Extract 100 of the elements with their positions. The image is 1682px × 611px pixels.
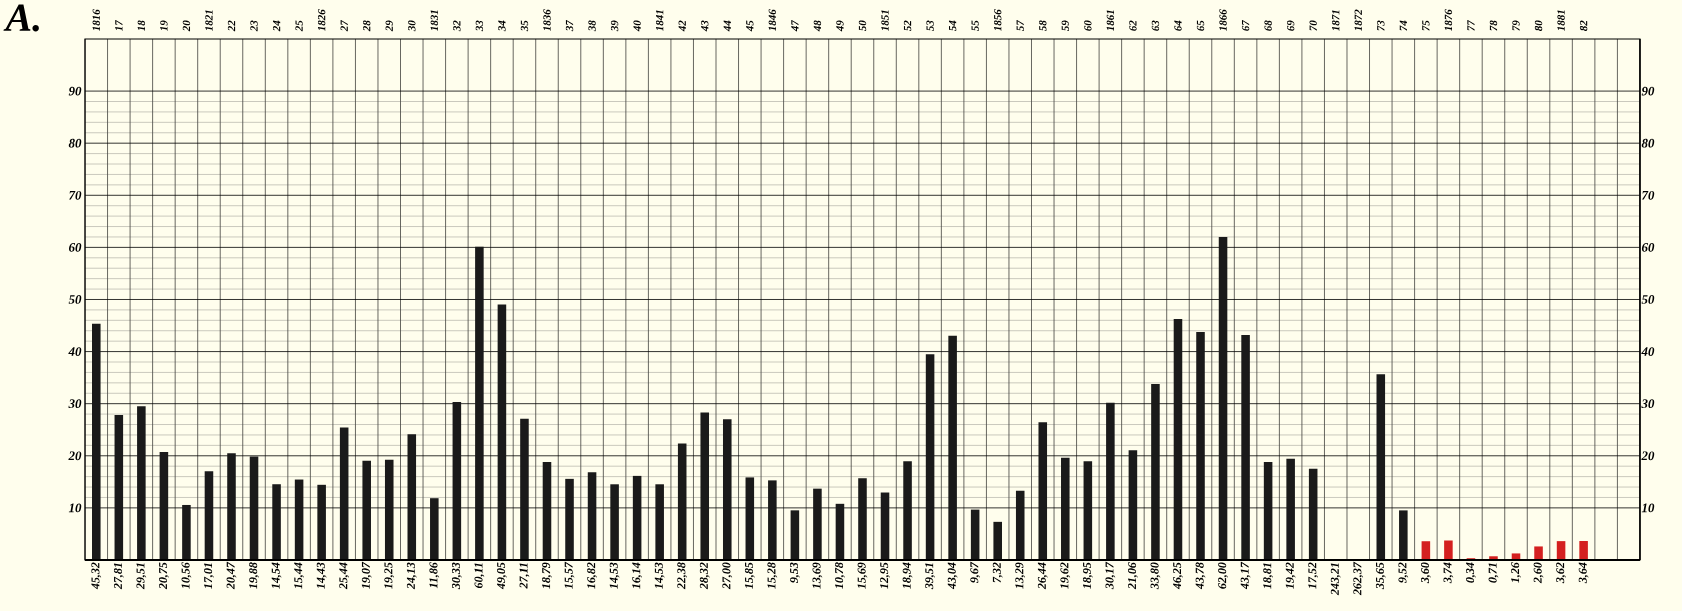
data-label: 43,78 (1195, 562, 1206, 590)
data-label: 19,42 (1285, 562, 1296, 589)
data-label: 13,69 (812, 562, 823, 589)
x-tick-label: 27 (340, 19, 348, 32)
data-label: 3,64 (1578, 562, 1589, 584)
data-label: 19,62 (1060, 562, 1071, 589)
text: 262,37 (1353, 561, 1364, 596)
x-tick-label: 73 (1377, 20, 1385, 31)
x-tick-label: 34 (498, 20, 506, 32)
x-tick-label: 57 (1016, 19, 1024, 32)
data-label: 0,34 (1466, 562, 1476, 583)
x-tick-label: 55 (971, 20, 979, 32)
data-label: 12,95 (880, 562, 890, 589)
data-label: 17,52 (1308, 562, 1319, 589)
x-tick-label: 77 (1467, 19, 1475, 31)
x-tick-label: 35 (520, 20, 529, 32)
x-tick-label: 74 (1399, 20, 1407, 31)
data-label: 15,69 (857, 562, 868, 589)
data-label: 15,85 (744, 562, 755, 589)
data-label: 29,51 (136, 563, 147, 590)
x-tick-label: 69 (1286, 20, 1295, 31)
x-tick-label: 48 (813, 20, 822, 32)
x-tick-label: 1872 (1354, 9, 1362, 31)
x-tick-label: 30 (408, 20, 416, 32)
x-tick-label: 44 (723, 20, 731, 32)
x-tick-label: 67 (1241, 19, 1250, 31)
data-label: 43,04 (947, 562, 958, 590)
x-tick-label: 25 (295, 20, 303, 32)
data-label: 15,44 (294, 562, 304, 589)
x-tick-label: 28 (363, 20, 371, 32)
x-tick-label: 1816 (92, 9, 100, 31)
x-tick-label: 1826 (317, 9, 326, 31)
data-label: 46,25 (1173, 562, 1183, 590)
data-label: 0,71 (1488, 563, 1499, 583)
x-tick-label: 37 (565, 19, 574, 32)
y2-tick-label: 10 (1641, 503, 1655, 513)
data-label: 22,38 (677, 562, 688, 590)
data-label: 10,56 (181, 562, 192, 589)
data-label: 27,11 (519, 563, 530, 589)
x-tick-label: 1821 (205, 10, 213, 31)
y2-tick-label: 90 (1641, 86, 1655, 96)
x-tick-label: 33 (475, 20, 484, 32)
x-tick-label: 68 (1264, 20, 1272, 31)
data-label: 13,29 (1015, 562, 1026, 589)
data-label: 26,44 (1037, 562, 1048, 590)
y2-tick-label: 50 (1641, 295, 1655, 304)
data-label: 45,32 (91, 562, 102, 590)
data-label: 28,32 (699, 562, 710, 590)
x-tick-label: 62 (1129, 20, 1137, 31)
data-label: 15,57 (564, 561, 575, 589)
y-tick-label: 30 (68, 399, 82, 409)
data-label: 3,60 (1420, 562, 1431, 584)
x-tick-label: 18 (137, 20, 146, 31)
data-label: 35,65 (1375, 562, 1386, 590)
data-label: 24,13 (406, 562, 417, 590)
x-tick-label: 64 (1174, 20, 1182, 31)
data-label: 7,32 (992, 562, 1003, 583)
data-label: 2,60 (1533, 562, 1544, 584)
data-label: 10,78 (835, 562, 845, 589)
x-tick-label: 39 (610, 20, 619, 32)
x-tick-label: 52 (903, 20, 912, 32)
data-label: 20,75 (158, 562, 169, 590)
y-tick-label: 60 (68, 243, 82, 252)
x-tick-label: 1861 (1106, 10, 1115, 31)
x-tick-label: 1866 (1219, 9, 1227, 31)
data-label: 30,17 (1105, 561, 1116, 590)
data-label: 11,86 (429, 562, 440, 589)
y2-tick-label: 20 (1641, 451, 1655, 461)
x-tick-label: 32 (453, 20, 461, 32)
data-label: 19,25 (384, 562, 395, 589)
text: 243,21 (1330, 563, 1341, 596)
y2-tick-label: 80 (1641, 138, 1655, 148)
data-label: 16,82 (587, 562, 597, 589)
y2-tick-label: 60 (1641, 243, 1655, 252)
x-tick-label: 82 (1579, 20, 1588, 32)
data-label: 25,44 (339, 562, 350, 590)
x-tick-label: 38 (588, 20, 596, 32)
x-tick-label: 23 (250, 20, 258, 32)
x-tick-label: 80 (1534, 20, 1543, 32)
x-tick-label: 1856 (994, 9, 1002, 31)
data-label: 16,14 (632, 562, 643, 589)
data-label: 60,11 (474, 563, 485, 589)
chart-title: A. (3, 4, 39, 32)
x-tick-label: 19 (160, 20, 168, 31)
data-label: 27,81 (113, 563, 124, 590)
y-tick-label: 80 (68, 138, 82, 148)
data-label: 17,01 (204, 563, 214, 589)
x-tick-label: 60 (1084, 20, 1092, 31)
data-label: 18,79 (542, 562, 552, 589)
data-label: 15,28 (767, 562, 778, 589)
data-label: 9,53 (789, 562, 800, 583)
x-tick-label: 24 (272, 20, 281, 32)
data-label: 9,67 (970, 561, 981, 583)
x-tick-label: 1836 (543, 9, 551, 31)
x-tick-label: 43 (701, 20, 709, 32)
x-tick-label: 17 (115, 19, 123, 31)
x-tick-label: 65 (1196, 20, 1205, 31)
data-label: 39,51 (925, 563, 935, 590)
y-tick-label: 40 (68, 347, 82, 356)
data-label: 19,88 (249, 562, 259, 589)
